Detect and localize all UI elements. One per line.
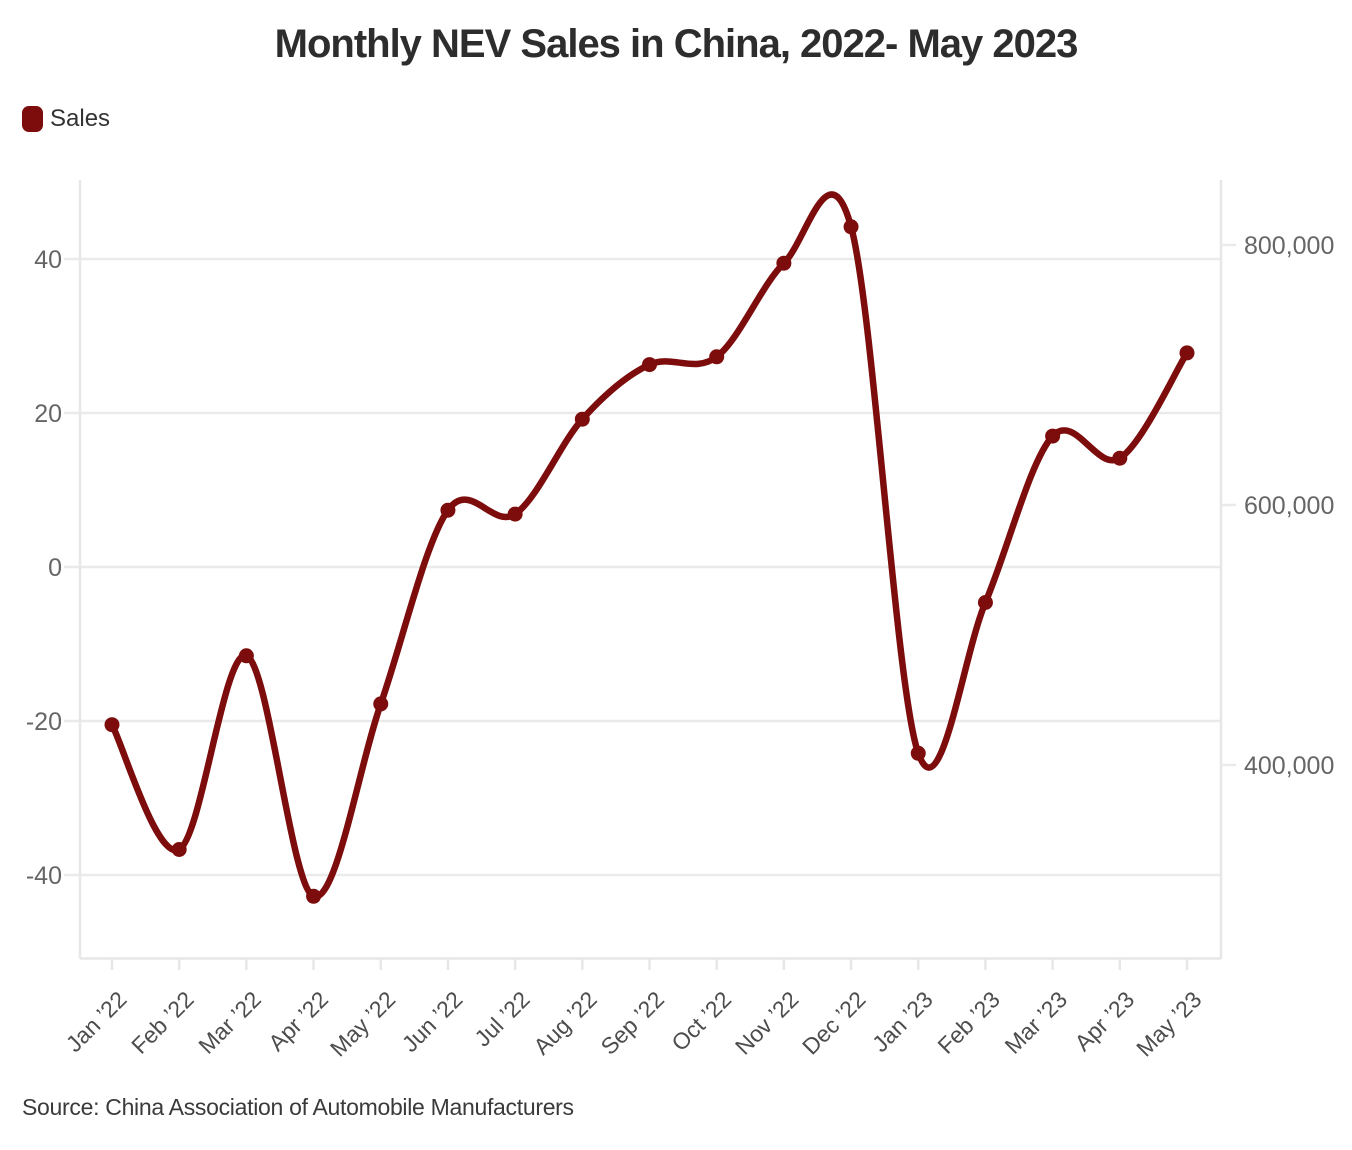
left-axis-label-20: 20 bbox=[34, 400, 62, 428]
legend-swatch-sales bbox=[22, 106, 43, 132]
x-axis-label-11: Dec ’22 bbox=[797, 986, 871, 1060]
left-axis-label-40: 40 bbox=[34, 246, 62, 274]
sales-line bbox=[108, 191, 1191, 900]
chart-title: Monthly NEV Sales in China, 2022- May 20… bbox=[274, 22, 1079, 66]
x-axis-label-5: Jun ’22 bbox=[397, 986, 468, 1057]
data-point-feb--22[interactable] bbox=[171, 841, 187, 857]
right-axis-label-800000: 800,000 bbox=[1244, 232, 1334, 260]
x-axis-label-7: Aug ’22 bbox=[528, 986, 602, 1060]
data-point-feb--23[interactable] bbox=[977, 594, 993, 610]
data-point-jan--22[interactable] bbox=[104, 717, 120, 733]
x-axis-label-4: May ’22 bbox=[325, 986, 400, 1061]
data-point-aug--22[interactable] bbox=[574, 411, 590, 427]
right-axis-label-600000: 600,000 bbox=[1244, 492, 1334, 520]
x-axis-label-3: Apr ’22 bbox=[263, 986, 333, 1056]
x-axis-label-6: Jul ’22 bbox=[469, 986, 534, 1051]
data-point-jul--22[interactable] bbox=[507, 506, 523, 522]
legend-label-sales: Sales bbox=[50, 105, 111, 132]
data-point-may--23[interactable] bbox=[1179, 345, 1195, 361]
left-axis-label--40: -40 bbox=[26, 862, 62, 890]
x-axis-label-10: Nov ’22 bbox=[730, 986, 804, 1060]
x-axis-label-15: Apr ’23 bbox=[1069, 986, 1139, 1056]
data-point-jan--23[interactable] bbox=[910, 745, 926, 761]
x-axis-label-2: Mar ’22 bbox=[193, 986, 266, 1059]
x-axis-label-13: Feb ’23 bbox=[932, 986, 1005, 1059]
data-point-apr--23[interactable] bbox=[1112, 450, 1128, 466]
x-axis-label-16: May ’23 bbox=[1131, 986, 1206, 1061]
source-text: Source: China Association of Automobile … bbox=[22, 1094, 574, 1120]
data-point-may--22[interactable] bbox=[373, 696, 389, 712]
right-axis-label-400000: 400,000 bbox=[1244, 752, 1334, 780]
x-axis-label-12: Jan ’23 bbox=[867, 986, 938, 1057]
x-axis-label-9: Oct ’22 bbox=[666, 986, 736, 1056]
left-axis-label-0: 0 bbox=[48, 554, 62, 582]
data-point-oct--22[interactable] bbox=[709, 349, 725, 365]
data-point-jun--22[interactable] bbox=[440, 502, 456, 518]
data-point-mar--23[interactable] bbox=[1045, 428, 1061, 444]
legend: Sales bbox=[22, 105, 110, 133]
x-axis-label-8: Sep ’22 bbox=[595, 986, 669, 1060]
left-axis-label--20: -20 bbox=[26, 708, 62, 736]
data-point-mar--22[interactable] bbox=[238, 648, 254, 664]
data-point-apr--22[interactable] bbox=[306, 888, 322, 904]
data-point-nov--22[interactable] bbox=[776, 255, 792, 271]
data-point-sep--22[interactable] bbox=[642, 357, 657, 373]
x-axis-label-14: Mar ’23 bbox=[1000, 986, 1073, 1059]
x-axis-label-1: Feb ’22 bbox=[126, 986, 199, 1059]
x-axis-label-0: Jan ’22 bbox=[61, 986, 132, 1057]
data-point-dec--22[interactable] bbox=[843, 219, 859, 235]
